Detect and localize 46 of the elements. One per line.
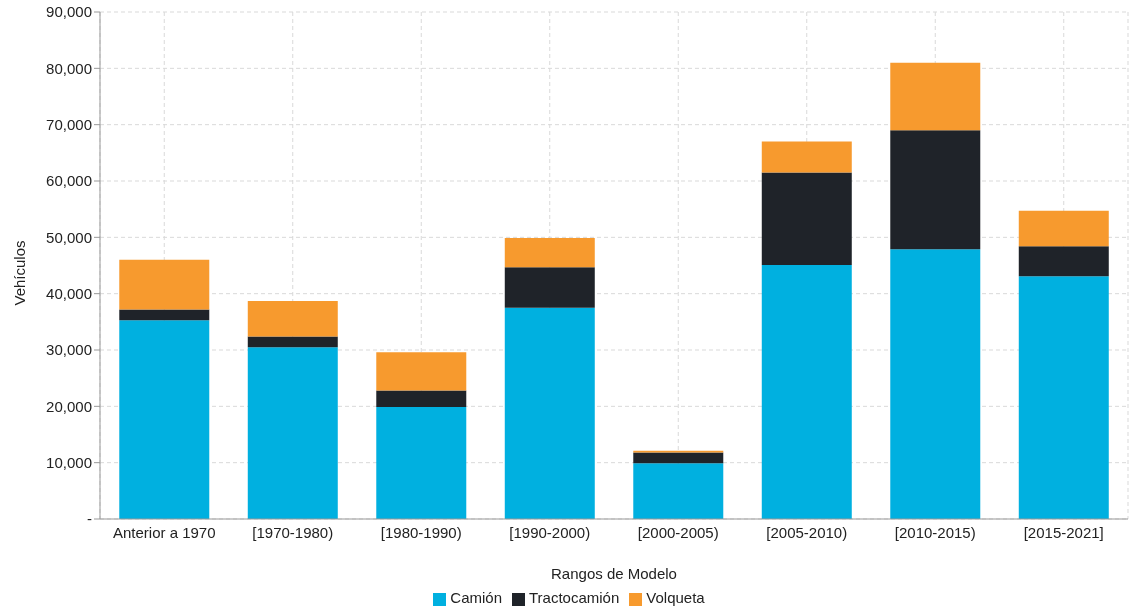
bar <box>1018 246 1109 277</box>
bar <box>247 300 338 337</box>
x-tick-label: [2005-2010) <box>766 523 848 541</box>
bar <box>761 172 852 265</box>
bar <box>633 463 724 519</box>
bar <box>119 259 210 310</box>
bar <box>504 237 595 268</box>
x-tick-label: [2010-2015) <box>894 523 976 541</box>
legend-label: Camión <box>450 589 502 606</box>
bar <box>376 390 467 407</box>
y-tick-label: 70,000 <box>46 115 92 133</box>
x-tick-label: [1990-2000) <box>509 523 591 541</box>
y-tick-label: 40,000 <box>46 284 92 302</box>
x-tick-label: [2015-2021] <box>1023 523 1104 541</box>
y-tick-label: 20,000 <box>46 397 92 415</box>
bar <box>376 352 467 391</box>
bar <box>890 62 981 131</box>
legend-label: Volqueta <box>646 589 705 606</box>
y-tick-label: 80,000 <box>46 59 92 77</box>
bar <box>1018 276 1109 519</box>
bar <box>119 309 210 321</box>
x-tick-label: [2000-2005) <box>637 523 719 541</box>
x-axis-title: Rangos de Modelo <box>551 565 677 582</box>
bar <box>633 452 724 464</box>
y-axis-title: Vehículos <box>11 240 29 306</box>
bar <box>890 130 981 250</box>
bar <box>504 267 595 308</box>
legend-label: Tractocamión <box>528 589 620 606</box>
bar <box>761 141 852 173</box>
y-tick-label: 30,000 <box>46 341 92 359</box>
y-tick-label: - <box>87 510 92 528</box>
y-tick-label: 90,000 <box>46 3 92 21</box>
bar <box>376 406 467 519</box>
x-tick-label: [1970-1980) <box>252 523 334 541</box>
bar <box>504 307 595 519</box>
bar <box>1018 210 1109 247</box>
y-tick-label: 10,000 <box>46 453 92 471</box>
bar <box>890 249 981 519</box>
y-tick-label: 60,000 <box>46 172 92 190</box>
bar <box>761 264 852 519</box>
bar <box>247 336 338 348</box>
x-tick-label: Anterior a 1970 <box>112 523 216 541</box>
x-tick-label: [1980-1990) <box>380 523 462 541</box>
y-tick-label: 50,000 <box>46 228 92 246</box>
bar <box>119 320 210 519</box>
bar <box>247 347 338 519</box>
